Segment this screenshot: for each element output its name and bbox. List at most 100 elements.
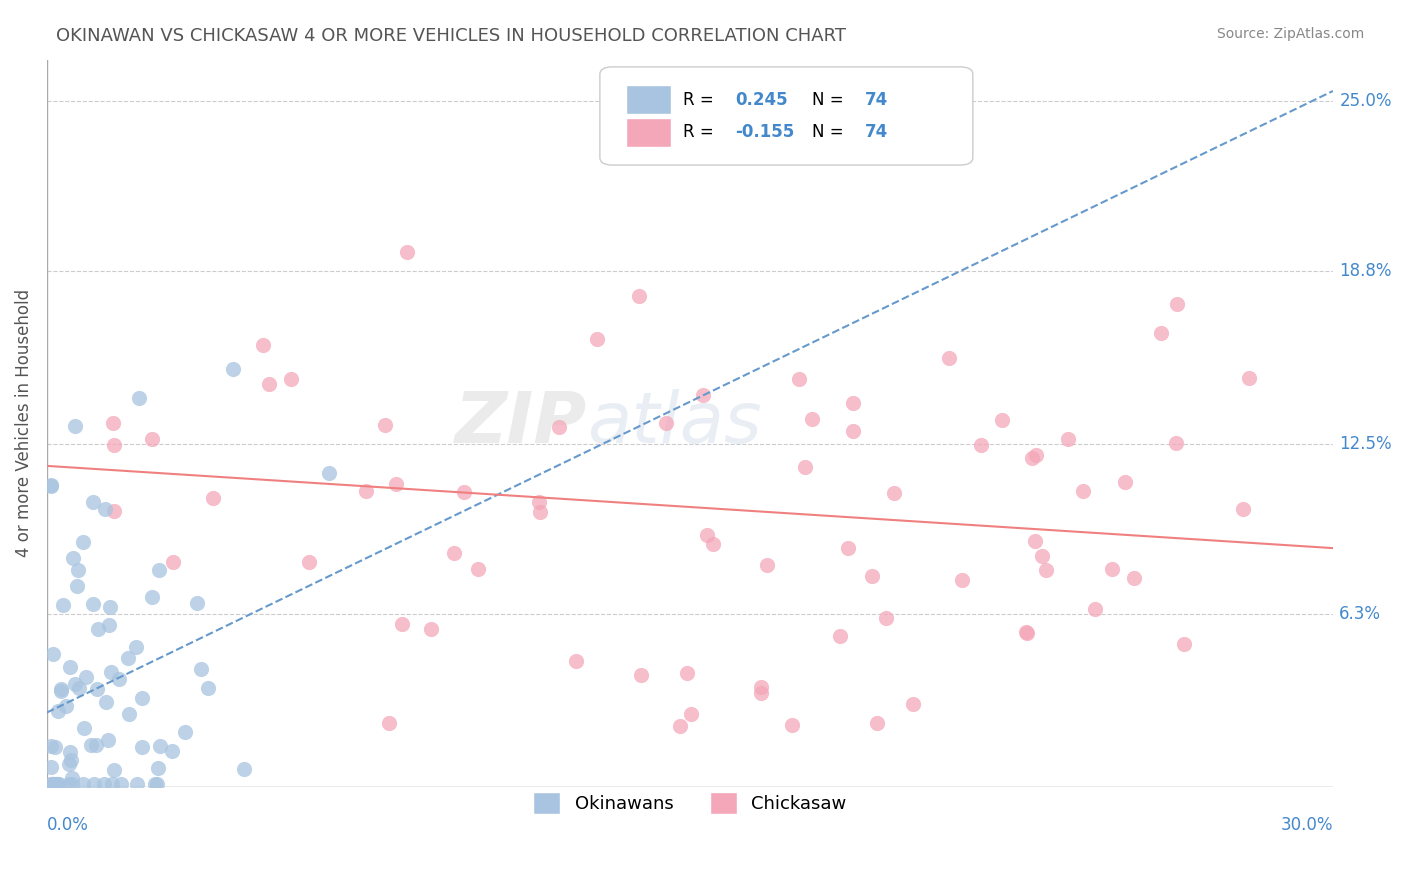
Text: 25.0%: 25.0% bbox=[1340, 92, 1392, 110]
Point bbox=[75, 670, 97, 684]
FancyBboxPatch shape bbox=[600, 67, 973, 165]
Point bbox=[82, 597, 104, 611]
Point bbox=[391, 617, 413, 632]
Point bbox=[100, 665, 122, 680]
Point bbox=[66, 579, 89, 593]
Point bbox=[94, 695, 117, 709]
Point bbox=[749, 686, 772, 700]
Point bbox=[42, 647, 65, 661]
Point bbox=[1021, 451, 1043, 466]
Point bbox=[749, 680, 772, 694]
Point bbox=[280, 371, 302, 385]
Point bbox=[141, 432, 163, 446]
Point bbox=[108, 672, 131, 686]
Bar bbox=[626, 85, 671, 114]
Point bbox=[780, 717, 803, 731]
Point bbox=[866, 716, 889, 731]
Point bbox=[39, 739, 62, 753]
Text: 74: 74 bbox=[865, 123, 889, 141]
Point bbox=[103, 504, 125, 518]
Point bbox=[800, 412, 823, 426]
Point bbox=[453, 485, 475, 500]
Y-axis label: 4 or more Vehicles in Household: 4 or more Vehicles in Household bbox=[15, 289, 32, 558]
Point bbox=[374, 418, 396, 433]
Point bbox=[174, 724, 197, 739]
Text: OKINAWAN VS CHICKASAW 4 OR MORE VEHICLES IN HOUSEHOLD CORRELATION CHART: OKINAWAN VS CHICKASAW 4 OR MORE VEHICLES… bbox=[56, 27, 846, 45]
Point bbox=[628, 288, 651, 302]
Point bbox=[1123, 571, 1146, 585]
Point bbox=[45, 777, 67, 791]
Point bbox=[298, 555, 321, 569]
Point bbox=[875, 611, 897, 625]
Point bbox=[128, 392, 150, 406]
Point bbox=[82, 495, 104, 509]
Point bbox=[101, 777, 124, 791]
Point bbox=[110, 777, 132, 791]
Point bbox=[83, 777, 105, 791]
Point bbox=[141, 590, 163, 604]
Point bbox=[162, 555, 184, 569]
Point bbox=[101, 416, 124, 430]
Point bbox=[354, 484, 377, 499]
Point bbox=[1166, 436, 1188, 450]
Text: 18.8%: 18.8% bbox=[1340, 262, 1392, 280]
Point bbox=[1017, 626, 1039, 640]
Point bbox=[696, 528, 718, 542]
Point bbox=[39, 777, 62, 791]
Point bbox=[991, 412, 1014, 426]
Point bbox=[67, 563, 90, 577]
Point bbox=[917, 12, 939, 26]
Text: N =: N = bbox=[813, 123, 849, 141]
Point bbox=[62, 551, 84, 566]
Text: Source: ZipAtlas.com: Source: ZipAtlas.com bbox=[1216, 27, 1364, 41]
Point bbox=[755, 558, 778, 572]
Text: -0.155: -0.155 bbox=[735, 123, 794, 141]
Point bbox=[883, 486, 905, 500]
Point bbox=[72, 535, 94, 549]
Point bbox=[73, 721, 96, 735]
Point bbox=[565, 654, 588, 668]
Point bbox=[55, 698, 77, 713]
Point bbox=[146, 777, 169, 791]
Point bbox=[49, 681, 72, 696]
Point bbox=[60, 753, 83, 767]
Point bbox=[86, 682, 108, 697]
Point bbox=[117, 651, 139, 665]
Point bbox=[669, 719, 692, 733]
Point bbox=[97, 617, 120, 632]
Point bbox=[52, 598, 75, 612]
Point bbox=[148, 564, 170, 578]
Point bbox=[901, 697, 924, 711]
Point bbox=[1015, 625, 1038, 640]
Point bbox=[793, 460, 815, 475]
Point bbox=[789, 372, 811, 386]
Point bbox=[65, 677, 87, 691]
Point bbox=[702, 537, 724, 551]
Point bbox=[58, 756, 80, 771]
Point bbox=[131, 739, 153, 754]
Text: R =: R = bbox=[683, 123, 720, 141]
Point bbox=[67, 681, 90, 696]
Point bbox=[146, 761, 169, 775]
Point bbox=[160, 744, 183, 758]
Point bbox=[1024, 533, 1046, 548]
Point bbox=[1237, 370, 1260, 384]
Point bbox=[59, 660, 82, 674]
Point bbox=[190, 662, 212, 676]
Point bbox=[46, 777, 69, 791]
Point bbox=[221, 362, 243, 376]
Point bbox=[72, 777, 94, 791]
Point bbox=[259, 377, 281, 392]
Point bbox=[125, 640, 148, 655]
Legend: Okinawans, Chickasaw: Okinawans, Chickasaw bbox=[526, 785, 853, 822]
Point bbox=[41, 777, 63, 791]
Point bbox=[655, 416, 678, 430]
Point bbox=[63, 419, 86, 434]
Point bbox=[1084, 602, 1107, 616]
Text: 6.3%: 6.3% bbox=[1340, 605, 1381, 623]
Point bbox=[842, 396, 865, 410]
Text: atlas: atlas bbox=[588, 389, 762, 458]
Point bbox=[860, 568, 883, 582]
Point bbox=[837, 541, 859, 556]
Point bbox=[970, 438, 993, 452]
